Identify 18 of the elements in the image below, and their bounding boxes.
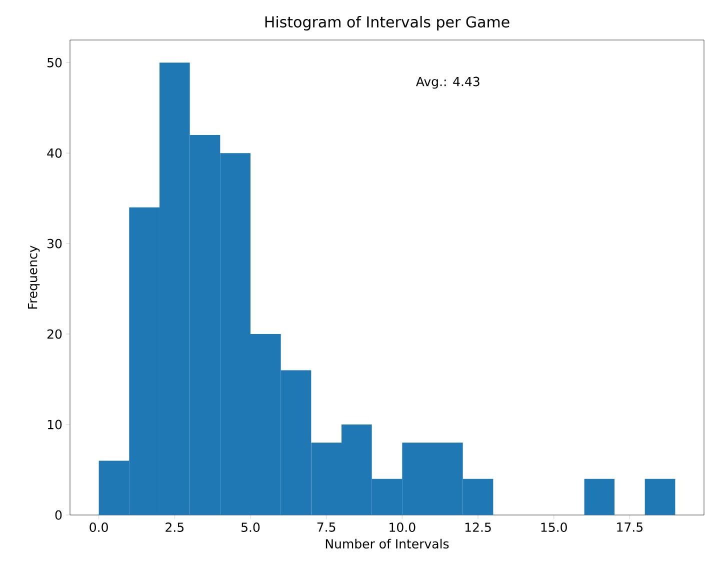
x-tick-label: 5.0 (242, 522, 260, 532)
x-tick-label: 10.0 (390, 522, 416, 532)
x-tick-label: 2.5 (166, 522, 184, 532)
x-tick-label: 0.0 (90, 522, 108, 532)
y-tick-label: 50 (48, 58, 62, 68)
y-tick-label: 0 (55, 510, 62, 520)
y-axis-title: Frequency (28, 246, 40, 309)
chart-title: Histogram of Intervals per Game (265, 16, 510, 30)
y-tick-label: 10 (48, 420, 62, 430)
y-tick-label: 30 (48, 238, 62, 248)
y-tick-label: 40 (47, 148, 62, 158)
x-tick-label: 7.5 (317, 522, 336, 532)
annotation: Avg.: 4.43 (416, 76, 480, 89)
x-axis-title: Number of Intervals (326, 538, 449, 549)
x-tick-label: 15.0 (541, 522, 567, 532)
x-tick-label: 17.5 (617, 522, 642, 532)
x-tick-label: 12.5 (465, 522, 491, 532)
y-tick-label: 20 (47, 329, 62, 339)
